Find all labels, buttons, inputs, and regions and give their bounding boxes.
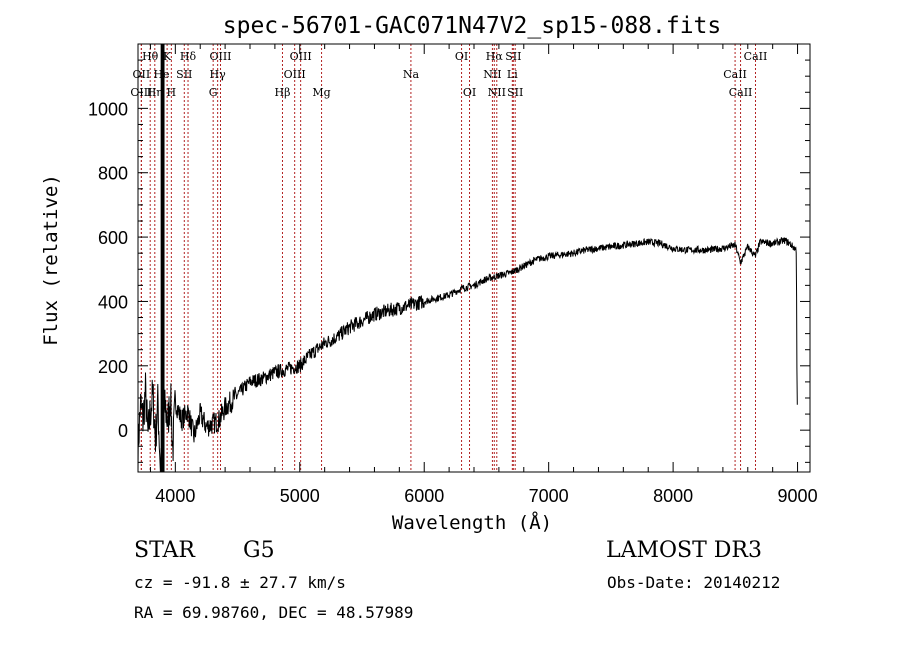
y-tick-label: 1000 [88, 99, 128, 119]
line-label: CaII [723, 68, 747, 81]
object-class: STAR [134, 538, 195, 563]
line-label: OI [463, 86, 476, 99]
x-axis-label: Wavelength (Å) [392, 511, 552, 534]
x-axis-ticks: 4000 5000 6000 7000 8000 9000 [149, 44, 818, 506]
spectrum-line [137, 237, 798, 473]
line-label: Hα [486, 50, 504, 63]
line-label: NII [483, 68, 501, 81]
spectrum-series [137, 44, 798, 473]
redshift-velocity: cz = -91.8 ± 27.7 km/s [134, 573, 346, 592]
line-label: OIII [290, 50, 312, 63]
object-subclass: G5 [243, 538, 275, 563]
y-tick-label: 800 [98, 164, 128, 184]
line-label: Na [403, 68, 420, 81]
line-label: H [167, 86, 177, 99]
y-axis-label: Flux (relative) [40, 174, 62, 346]
line-label: CaII [744, 50, 768, 63]
coordinates: RA = 69.98760, DEC = 48.57989 [134, 603, 414, 622]
line-label: SII [505, 50, 521, 63]
y-tick-label: 200 [98, 357, 128, 377]
observation-date: Obs-Date: 20140212 [607, 573, 781, 592]
x-tick-label: 8000 [653, 486, 693, 506]
y-tick-label: 400 [98, 292, 128, 312]
chart-title: spec-56701-GAC071N47V2_sp15-088.fits [223, 13, 722, 39]
line-label: SII [507, 86, 523, 99]
x-tick-label: 7000 [529, 486, 569, 506]
line-label: G [209, 86, 218, 99]
line-label: NII [488, 86, 506, 99]
line-label: Li [507, 68, 518, 81]
y-tick-label: 600 [98, 228, 128, 248]
line-label: CaII [729, 86, 753, 99]
x-tick-label: 4000 [155, 486, 195, 506]
line-label: Hδ [180, 50, 197, 63]
line-label: OII [133, 68, 151, 81]
line-label: Hγ [210, 68, 227, 81]
x-tick-label: 9000 [778, 486, 818, 506]
line-label: K [163, 50, 172, 63]
line-label: Mg [312, 86, 330, 99]
survey-name: LAMOST DR3 [606, 538, 762, 563]
line-label: OIII [284, 68, 306, 81]
emission-line-markers [140, 44, 756, 472]
y-axis-ticks: 0 200 400 600 800 1000 [88, 43, 810, 463]
x-tick-label: 6000 [404, 486, 444, 506]
line-label: Hβ [275, 86, 291, 99]
plot-frame [137, 43, 811, 473]
x-tick-label: 5000 [280, 486, 320, 506]
line-label: OI [455, 50, 468, 63]
emission-line-labels: HθOIIOIIIHηHeKHSIIHδOIIIHγGHβOIIIOIIIMgN… [130, 50, 767, 99]
line-label: Hθ [142, 50, 159, 63]
line-label: SII [176, 68, 192, 81]
line-label: OIII [209, 50, 231, 63]
y-tick-label: 0 [118, 421, 128, 441]
line-label: Hη [147, 86, 163, 99]
